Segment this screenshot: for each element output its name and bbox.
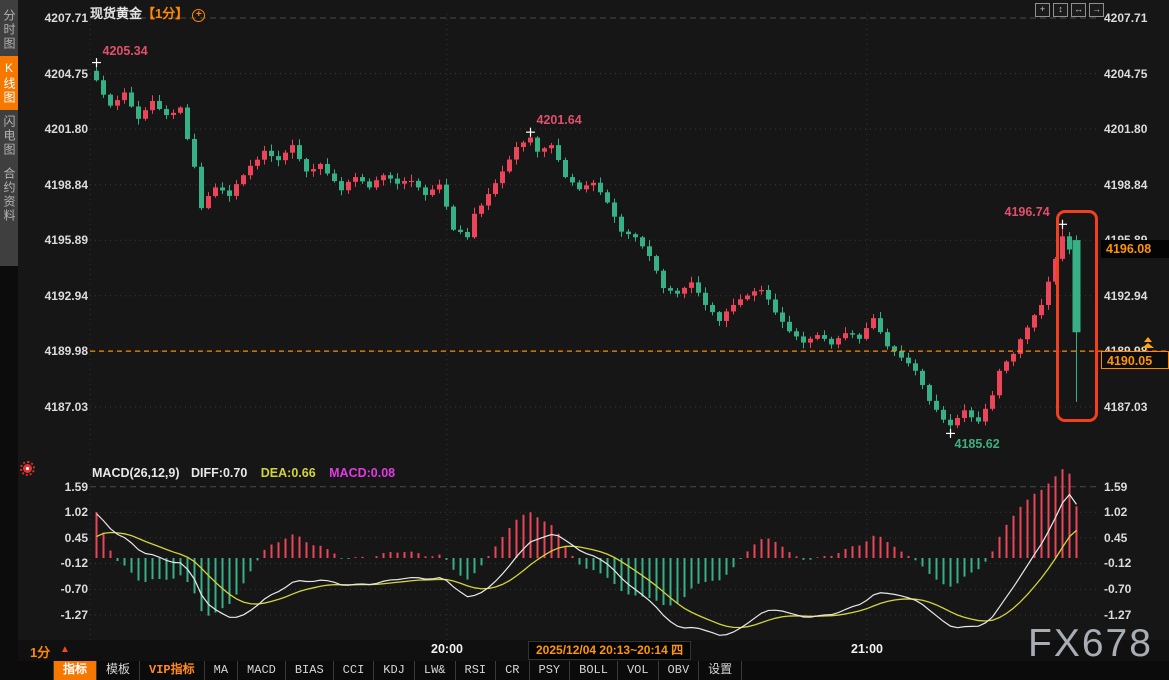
- chart-tool-icons: + ↕ ↔ →: [1035, 3, 1104, 17]
- toolbar-item-指标[interactable]: 指标: [53, 661, 98, 680]
- extreme-price-label: 4201.64: [536, 113, 582, 128]
- sidebar-tab-2[interactable]: K线图: [0, 56, 18, 110]
- price-axis-label: 4187.03: [1104, 399, 1148, 414]
- period-tag: 【1分】: [142, 6, 189, 21]
- price-axis-label: -1.27: [1104, 607, 1132, 622]
- time-tick-label: 20:00: [431, 642, 463, 656]
- price-axis-label: 0.45: [64, 530, 88, 545]
- extreme-price-label: 4205.34: [102, 43, 148, 58]
- watermark: FX678: [1028, 622, 1153, 665]
- period-dropdown-arrow-icon[interactable]: ▲: [60, 644, 70, 655]
- toolbar-item-MACD[interactable]: MACD: [238, 661, 286, 680]
- toolbar-item-VOL[interactable]: VOL: [618, 661, 659, 680]
- toolbar-item-模板[interactable]: 模板: [97, 661, 141, 680]
- chart-title: 现货黄金【1分】 +: [90, 3, 206, 22]
- add-indicator-icon[interactable]: +: [192, 9, 206, 22]
- sidebar: 分时图 K线图闪电图合约资料: [0, 0, 18, 680]
- crosshair-price-box: 4196.08: [1101, 240, 1169, 258]
- macd-header: MACD(26,12,9) DIFF:0.70 DEA:0.66 MACD:0.…: [92, 466, 395, 480]
- macd-dea-value: DEA:0.66: [260, 466, 316, 480]
- price-axis-label: -0.12: [60, 556, 88, 571]
- price-axis-label: 1.02: [1104, 505, 1128, 520]
- price-axis-label: 4198.84: [44, 177, 88, 192]
- crosshair-icon[interactable]: +: [1035, 3, 1050, 17]
- price-up-arrows-icon[interactable]: [1142, 337, 1154, 348]
- macd-title: MACD(26,12,9): [92, 466, 180, 480]
- toolbar-item-BIAS[interactable]: BIAS: [286, 661, 334, 680]
- price-axis-label: 1.59: [64, 479, 88, 494]
- toolbar-item-设置[interactable]: 设置: [699, 661, 743, 680]
- toolbar-item-LW&[interactable]: LW&: [415, 661, 456, 680]
- candles-group: [94, 62, 1081, 434]
- price-axis-label: 4198.84: [1104, 177, 1148, 192]
- price-axis-label: 1.59: [1104, 479, 1128, 494]
- last-price-box: 4190.05: [1101, 351, 1169, 369]
- price-axis-label: 4195.89: [44, 233, 88, 248]
- diff-line: [96, 493, 1077, 636]
- time-tick-label: 21:00: [851, 642, 883, 656]
- sidebar-tabs: 分时图 K线图闪电图合约资料: [0, 0, 18, 266]
- selected-bar-time-box: 2025/12/04 20:13~20:14 四: [528, 641, 692, 660]
- price-axis-label: 0.45: [1104, 530, 1128, 545]
- price-axis-label: 4192.94: [1104, 288, 1148, 303]
- toolbar-item-BOLL[interactable]: BOLL: [570, 661, 618, 680]
- price-axis-label: 4204.75: [44, 66, 88, 81]
- extreme-price-label: 4185.62: [954, 437, 1000, 452]
- price-axis-label: 4192.94: [44, 288, 88, 303]
- price-axis-label: -0.70: [1104, 582, 1132, 597]
- price-axis-label: 4201.80: [44, 122, 88, 137]
- highlight-annotation-box: [1056, 210, 1098, 422]
- shift-right-icon[interactable]: →: [1089, 3, 1104, 17]
- symbol-name: 现货黄金: [90, 6, 143, 21]
- fit-vertical-axis-icon[interactable]: ↕: [1053, 3, 1068, 17]
- toolbar-item-VIP指标[interactable]: VIP指标: [140, 661, 205, 680]
- price-axis-label: 4207.71: [1104, 11, 1148, 25]
- macd-histogram: [95, 469, 1078, 616]
- toolbar-item-PSY[interactable]: PSY: [530, 661, 571, 680]
- time-axis: 1分 ▲ 2025/12/04 20:13~20:14 四 20:00 21:00: [18, 640, 1169, 661]
- sidebar-tab-4[interactable]: 合约资料: [2, 167, 16, 223]
- toolbar-item-MA[interactable]: MA: [205, 661, 239, 680]
- sidebar-tab-3[interactable]: 闪电图: [2, 115, 16, 157]
- toolbar-item-CCI[interactable]: CCI: [334, 661, 375, 680]
- period-label[interactable]: 1分: [30, 645, 51, 660]
- price-axis-label: -1.27: [60, 607, 88, 622]
- macd-macd-value: MACD:0.08: [329, 466, 396, 480]
- extreme-price-label: 4196.74: [1004, 205, 1050, 220]
- fit-horizontal-axis-icon[interactable]: ↔: [1071, 3, 1086, 17]
- indicator-settings-icon[interactable]: [20, 461, 35, 476]
- toolbar-item-RSI[interactable]: RSI: [456, 661, 497, 680]
- price-axis-label: 4189.98: [44, 344, 88, 359]
- toolbar-item-OBV[interactable]: OBV: [659, 661, 700, 680]
- price-axis-label: 4201.80: [1104, 122, 1148, 137]
- price-axis-label: 1.02: [64, 505, 88, 520]
- sidebar-tab-1[interactable]: 分时图: [2, 9, 16, 51]
- macd-diff-value: DIFF:0.70: [191, 466, 248, 480]
- price-axis-label: 4187.03: [44, 399, 88, 414]
- price-axis-label: 4204.75: [1104, 66, 1148, 81]
- price-axis-label: -0.70: [60, 582, 88, 597]
- price-axis-label: 4207.71: [44, 11, 88, 25]
- toolbar-item-CR[interactable]: CR: [496, 661, 530, 680]
- toolbar-item-KDJ[interactable]: KDJ: [374, 661, 415, 680]
- price-axis-label: -0.12: [1104, 556, 1132, 571]
- indicator-toolbar: 指标 模板 VIP指标 MA MACD BIAS CCI KDJ LW& RSI CR PSY BOLL…: [18, 661, 1169, 680]
